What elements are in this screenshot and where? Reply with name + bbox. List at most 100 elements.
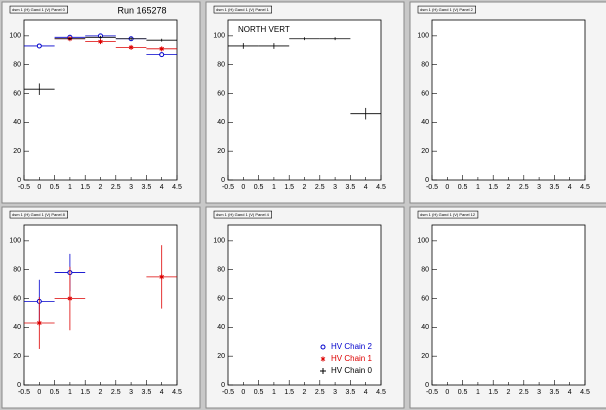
- y-tick-label: 40: [217, 119, 225, 126]
- x-tick-label: -0.5: [18, 389, 30, 396]
- legend-label: HV Chain 0: [331, 366, 372, 375]
- x-tick-label: 2.5: [519, 184, 529, 191]
- plot-frame: [23, 224, 178, 386]
- y-tick-label: 20: [217, 353, 225, 360]
- x-tick-label: 3: [537, 389, 541, 396]
- data-point: [24, 297, 55, 349]
- marker: [159, 52, 165, 58]
- x-tick-label: 1.5: [80, 184, 90, 191]
- x-tick-label: 2.5: [315, 184, 325, 191]
- y-tick-label: 40: [421, 119, 429, 126]
- legend-label: HV Chain 2: [331, 342, 372, 351]
- y-tick-label: 60: [13, 90, 21, 97]
- legend-label: HV Chain 1: [331, 354, 372, 363]
- y-tick-label: 0: [221, 177, 225, 184]
- x-tick-label: 4.5: [376, 389, 386, 396]
- x-tick-label: 3: [129, 184, 133, 191]
- legend-marker: [320, 344, 326, 350]
- pad-title-box: [9, 210, 68, 219]
- x-tick-label: 3.5: [550, 184, 560, 191]
- pad-title: dsm 1 (H) Gand 1 (V) Panel 2: [420, 7, 474, 12]
- data-point: [146, 245, 177, 309]
- data-point: [85, 35, 116, 39]
- pad: dsm 1 (H) Gand 1 (V) Panel 1-0.5 0 0.5 1 1.5…: [205, 1, 405, 204]
- y-tick-label: 20: [421, 353, 429, 360]
- data-point: [228, 43, 259, 49]
- x-tick-label: 3.5: [550, 389, 560, 396]
- y-tick-label: 40: [13, 119, 21, 126]
- x-tick-label: 0.5: [254, 389, 264, 396]
- pad: dsm 1 (H) Gand 1 (V) Panel 2-0.5 0 0.5 1 1.5…: [409, 1, 606, 204]
- x-tick-label: 4: [160, 184, 164, 191]
- x-tick-label: 1.5: [284, 184, 294, 191]
- x-tick-label: 1.5: [284, 389, 294, 396]
- marker: [37, 320, 42, 326]
- y-tick-label: 40: [217, 324, 225, 331]
- pad-title: dsm 1 (H) Gand 1 (V) Panel 12: [420, 212, 476, 217]
- y-tick-label: 80: [13, 267, 21, 274]
- y-tick-label: 40: [13, 324, 21, 331]
- data-point: [54, 37, 86, 41]
- pad: dsm 1 (H) Gand 1 (V) Panel 0-0.5 0 0.5 1 1.5…: [1, 1, 201, 204]
- x-tick-label: 2.5: [111, 389, 121, 396]
- data-point: [258, 43, 290, 49]
- x-tick-label: 1: [476, 389, 480, 396]
- data-point: [24, 83, 55, 95]
- pad-title: dsm 1 (H) Gand 1 (V) Panel 1: [216, 7, 270, 12]
- data-point: [24, 43, 55, 49]
- x-tick-label: -0.5: [222, 184, 234, 191]
- data-point: [54, 266, 86, 331]
- marker: [159, 274, 164, 280]
- x-tick-label: 2: [99, 389, 103, 396]
- x-tick-label: 0: [241, 184, 245, 191]
- y-tick-label: 80: [421, 267, 429, 274]
- x-tick-label: 3: [333, 184, 337, 191]
- x-tick-label: 3.5: [346, 184, 356, 191]
- pad-title: dsm 1 (H) Gand 1 (V) Panel 4: [216, 212, 270, 217]
- y-tick-label: 20: [421, 148, 429, 155]
- x-tick-label: 0.5: [458, 184, 468, 191]
- data-point: [146, 46, 177, 52]
- x-tick-label: 1: [272, 389, 276, 396]
- x-tick-label: 2: [99, 184, 103, 191]
- y-tick-label: 60: [421, 295, 429, 302]
- y-tick-label: 100: [9, 33, 21, 40]
- x-tick-label: 2.5: [315, 389, 325, 396]
- y-tick-label: 40: [421, 324, 429, 331]
- x-tick-label: 1.5: [488, 184, 498, 191]
- chart-title: Run 165278: [117, 5, 166, 15]
- y-tick-label: 0: [221, 382, 225, 389]
- y-tick-label: 60: [13, 295, 21, 302]
- y-tick-label: 0: [425, 382, 429, 389]
- x-tick-label: -0.5: [426, 389, 438, 396]
- x-tick-label: 4.5: [172, 389, 182, 396]
- x-tick-label: 4: [568, 389, 572, 396]
- x-tick-label: 4: [160, 389, 164, 396]
- x-tick-label: 3: [333, 389, 337, 396]
- pad-title-box: [213, 5, 272, 14]
- y-tick-label: 60: [217, 295, 225, 302]
- data-point: [350, 107, 381, 120]
- marker: [36, 43, 42, 49]
- pad: dsm 1 (H) Gand 1 (V) Panel 8-0.5 0 0.5 1 1.5…: [1, 206, 201, 409]
- y-tick-label: 60: [421, 90, 429, 97]
- x-tick-label: 1: [476, 184, 480, 191]
- x-tick-label: 4.5: [376, 184, 386, 191]
- y-tick-label: 100: [213, 238, 225, 245]
- x-tick-label: 0: [445, 389, 449, 396]
- y-tick-label: 80: [421, 62, 429, 69]
- marker: [98, 39, 103, 45]
- pad-title-box: [9, 5, 68, 14]
- data-point: [115, 37, 147, 41]
- x-tick-label: 0.5: [50, 184, 60, 191]
- x-tick-label: 4.5: [580, 389, 590, 396]
- y-tick-label: 20: [13, 353, 21, 360]
- x-tick-label: 2: [507, 184, 511, 191]
- y-tick-label: 100: [213, 33, 225, 40]
- x-tick-label: 1.5: [80, 389, 90, 396]
- x-tick-label: 3: [129, 389, 133, 396]
- data-point: [289, 37, 320, 41]
- x-tick-label: 3.5: [142, 184, 152, 191]
- x-tick-label: 3: [537, 184, 541, 191]
